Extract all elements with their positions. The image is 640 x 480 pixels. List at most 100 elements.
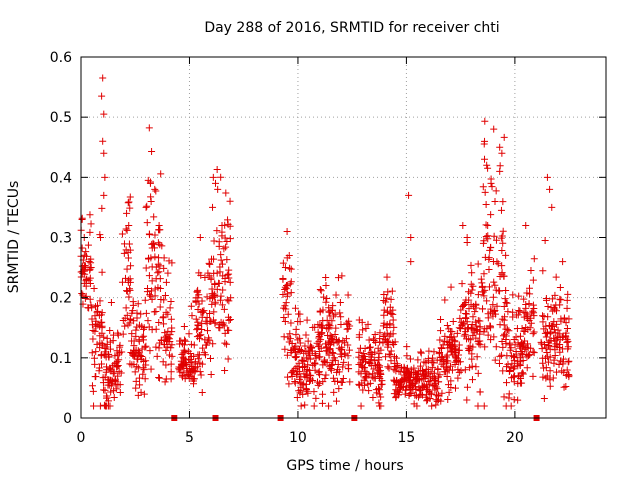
data-point <box>218 228 226 236</box>
data-point <box>200 307 208 315</box>
data-point <box>443 372 451 380</box>
data-point <box>319 390 327 398</box>
data-point <box>128 361 136 369</box>
data-point <box>130 317 138 325</box>
data-point <box>131 368 139 376</box>
data-point <box>281 345 289 353</box>
data-point <box>194 286 202 294</box>
data-point <box>458 280 466 288</box>
data-point <box>515 307 523 315</box>
data-point <box>545 321 553 329</box>
data-point <box>483 297 491 305</box>
data-point <box>87 220 95 228</box>
data-point <box>91 327 99 335</box>
data-point <box>147 292 155 300</box>
data-point-spike <box>498 149 506 157</box>
data-point <box>116 381 124 389</box>
y-tick-label: 0 <box>63 411 72 427</box>
data-point <box>514 396 522 404</box>
data-point <box>503 352 511 360</box>
y-tick-label: 0.4 <box>50 170 72 186</box>
data-point <box>497 206 505 214</box>
data-point <box>550 359 558 367</box>
data-point <box>444 395 452 403</box>
data-point <box>524 326 532 334</box>
data-point <box>332 335 340 343</box>
data-point <box>510 378 518 386</box>
data-point <box>101 345 109 353</box>
data-point <box>441 296 449 304</box>
data-point-spike <box>407 258 415 266</box>
data-point <box>191 358 199 366</box>
data-point <box>162 375 170 383</box>
x-axis-label: GPS time / hours <box>286 458 403 474</box>
data-point <box>434 391 442 399</box>
data-point <box>510 336 518 344</box>
data-point <box>542 295 550 303</box>
data-point <box>215 238 223 246</box>
data-point <box>95 364 103 372</box>
data-point <box>316 308 324 316</box>
data-point <box>211 319 219 327</box>
data-point <box>79 269 87 277</box>
data-point <box>559 355 567 363</box>
data-point <box>176 340 184 348</box>
data-point <box>492 187 500 195</box>
data-point <box>490 125 498 133</box>
data-point <box>563 366 571 374</box>
data-point <box>284 310 292 318</box>
data-point <box>375 385 383 393</box>
data-point <box>337 313 345 321</box>
data-point <box>296 347 304 355</box>
data-point <box>489 301 497 309</box>
data-point <box>148 287 156 295</box>
data-point <box>167 297 175 305</box>
data-point <box>519 369 527 377</box>
data-point <box>221 366 229 374</box>
data-point <box>288 372 296 380</box>
data-point <box>161 292 169 300</box>
data-point <box>408 380 416 388</box>
data-point <box>107 388 115 396</box>
data-point-spike <box>405 191 413 199</box>
data-point <box>393 360 401 368</box>
data-point <box>553 368 561 376</box>
data-point <box>116 389 124 397</box>
data-point <box>521 345 529 353</box>
data-point <box>500 133 508 141</box>
data-point <box>488 183 496 191</box>
data-point <box>102 353 110 361</box>
data-point <box>380 297 388 305</box>
data-point <box>379 333 387 341</box>
data-point <box>114 331 122 339</box>
data-point <box>216 296 224 304</box>
data-point <box>479 183 487 191</box>
data-point <box>371 348 379 356</box>
data-point <box>556 295 564 303</box>
data-point <box>226 222 234 230</box>
data-point <box>130 342 138 350</box>
data-point <box>446 362 454 370</box>
data-point <box>334 274 342 282</box>
data-point <box>280 313 288 321</box>
data-point <box>501 330 509 338</box>
data-point <box>287 265 295 273</box>
data-point-spike <box>559 258 567 266</box>
data-point <box>477 275 485 283</box>
data-point <box>188 312 196 320</box>
data-point <box>556 283 564 291</box>
data-point <box>460 301 468 309</box>
data-point <box>300 357 308 365</box>
data-point <box>128 337 136 345</box>
data-point <box>516 332 524 340</box>
data-point <box>490 278 498 286</box>
data-point <box>481 253 489 261</box>
data-point <box>393 387 401 395</box>
data-point <box>457 306 465 314</box>
data-point <box>141 296 149 304</box>
data-point <box>361 368 369 376</box>
data-point <box>361 374 369 382</box>
data-point-spike <box>522 221 530 229</box>
data-point <box>440 356 448 364</box>
data-point <box>383 307 391 315</box>
